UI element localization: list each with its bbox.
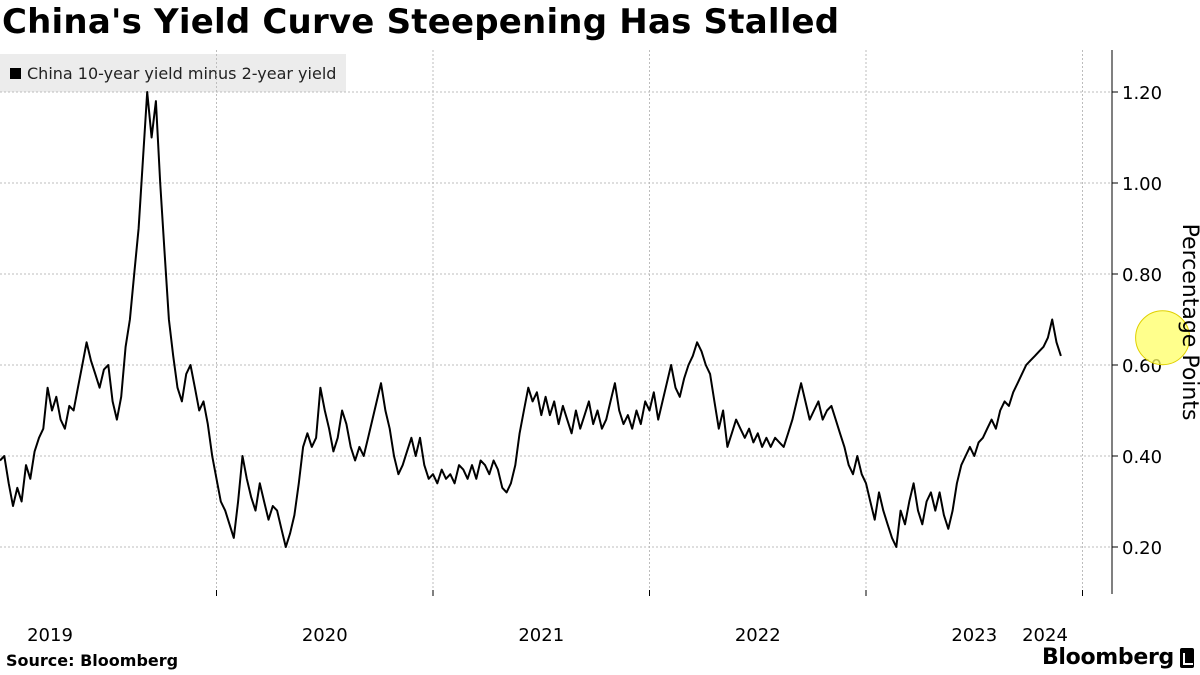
legend-swatch [10,67,21,79]
legend-label: China 10-year yield minus 2-year yield [27,63,337,83]
highlight-circle [1135,310,1191,366]
brand-name: Bloomberg [1041,645,1174,670]
brand-logo: Bloomberg [1042,645,1194,670]
x-tick-label: 2021 [518,625,564,646]
x-tick-label: 2022 [735,625,781,646]
series-layer [0,91,1062,548]
page-title: China's Yield Curve Steepening Has Stall… [2,2,840,42]
series-line-0 [0,91,1062,548]
y-tick-label: 1.00 [1122,174,1162,195]
y-tick-label: 1.20 [1122,83,1162,104]
x-axis-ticks: 2019 2020 2021 2022 2023 2024 [27,590,1083,646]
grid-layer [0,50,1112,594]
y-axis-label: Percentage Points [1177,224,1200,421]
y-tick-label: 0.40 [1122,447,1162,468]
y-tick-label: 0.80 [1122,265,1162,286]
x-tick-label: 2020 [302,625,348,646]
chart-legend: China 10-year yield minus 2-year yield [0,54,347,92]
y-tick-label: 0.20 [1122,538,1162,559]
source-note: Source: Bloomberg [6,651,179,670]
bloomberg-terminal-icon [1180,647,1194,668]
highlight-layer [1135,310,1191,366]
x-tick-label: 2023 [951,625,997,646]
y-axis-ticks: 0.200.400.600.801.001.20 [1112,83,1162,559]
x-tick-label: 2019 [27,625,73,646]
x-tick-label: 2024 [1022,625,1068,646]
